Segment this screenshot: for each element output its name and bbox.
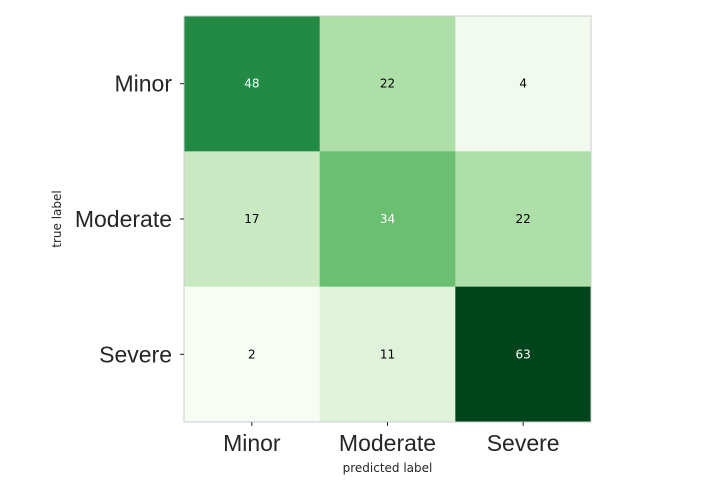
heatmap-cell — [455, 151, 592, 288]
cell-value-label: 34 — [380, 212, 395, 226]
heatmap-cell — [184, 286, 321, 423]
heatmap-cell — [184, 151, 321, 288]
y-tick-label: Moderate — [75, 206, 172, 232]
heatmap-cell — [319, 16, 456, 152]
heatmap-cell — [184, 16, 321, 152]
cell-value-label: 2 — [248, 347, 256, 361]
cell-value-label: 11 — [380, 347, 395, 361]
y-tick-label: Severe — [99, 341, 172, 367]
y-axis: Minor Moderate Severe — [75, 71, 184, 367]
x-axis: Minor Moderate Severe — [223, 422, 560, 456]
x-tick-label: Severe — [487, 430, 560, 456]
heatmap-cells: 48 22 417 34 222 11 63 — [184, 16, 592, 423]
y-tick-label: Minor — [114, 71, 172, 97]
heatmap-cell — [455, 286, 592, 423]
x-tick-label: Minor — [223, 430, 281, 456]
heatmap-cell — [319, 286, 456, 423]
heatmap-cell — [455, 16, 592, 152]
cell-value-label: 48 — [244, 77, 259, 91]
y-axis-label: true label — [50, 190, 64, 247]
cell-value-label: 22 — [516, 212, 531, 226]
cell-value-label: 22 — [380, 77, 395, 91]
x-tick-label: Moderate — [339, 430, 436, 456]
cell-value-label: 17 — [244, 212, 259, 226]
heatmap-cell — [319, 151, 456, 288]
x-axis-label: predicted label — [343, 461, 433, 475]
cell-value-label: 63 — [516, 347, 531, 361]
cell-value-label: 4 — [519, 77, 527, 91]
